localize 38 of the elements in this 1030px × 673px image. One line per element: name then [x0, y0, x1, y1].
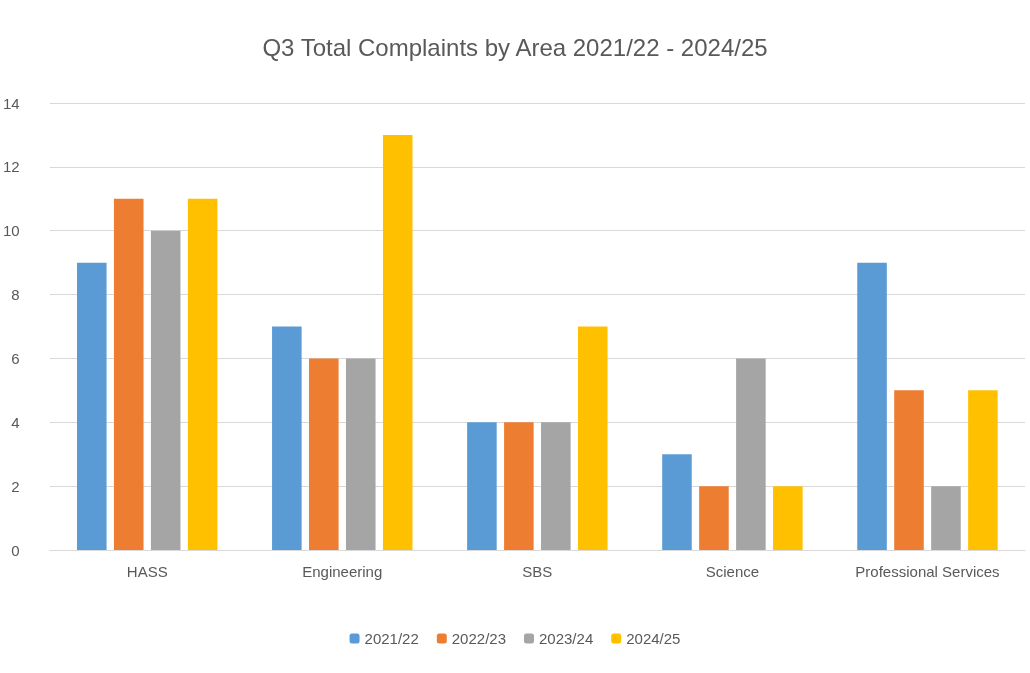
bar [968, 390, 998, 550]
legend-label: 2021/22 [364, 630, 419, 647]
x-tick-label: SBS [522, 563, 553, 580]
legend-label: 2022/23 [451, 630, 507, 647]
bar [931, 486, 961, 550]
x-tick-label: Science [705, 563, 760, 580]
bar [272, 326, 302, 550]
bar [857, 262, 887, 550]
legend-label: 2024/25 [626, 630, 681, 647]
bar [309, 358, 339, 550]
bar [150, 230, 181, 550]
y-tick-label: 14 [3, 94, 20, 112]
legend-label: 2023/24 [539, 630, 594, 647]
chart-title: Q3 Total Complaints by Area 2021/22 - 2024/25 [262, 33, 768, 61]
bar [773, 486, 803, 550]
bar [113, 198, 144, 550]
y-tick-label: 6 [11, 349, 20, 367]
y-tick-label: 10 [3, 222, 20, 240]
bar [541, 422, 571, 550]
bar [504, 422, 534, 550]
bar [345, 358, 376, 550]
bar [662, 454, 692, 550]
x-tick-label: HASS [126, 563, 168, 580]
bar [467, 422, 497, 550]
x-tick-label: Engineering [302, 563, 383, 580]
bar [382, 134, 413, 550]
bar [578, 326, 608, 550]
y-tick-label: 12 [3, 158, 20, 176]
bar [699, 486, 729, 550]
y-tick-label: 2 [11, 477, 20, 495]
y-tick-label: 0 [11, 541, 20, 559]
y-tick-label: 8 [11, 286, 20, 304]
y-tick-label: 4 [11, 413, 20, 431]
bar [76, 262, 107, 550]
bar [187, 198, 218, 550]
bar [736, 358, 766, 550]
bar [894, 390, 924, 550]
x-tick-label: Professional Services [855, 563, 1000, 580]
